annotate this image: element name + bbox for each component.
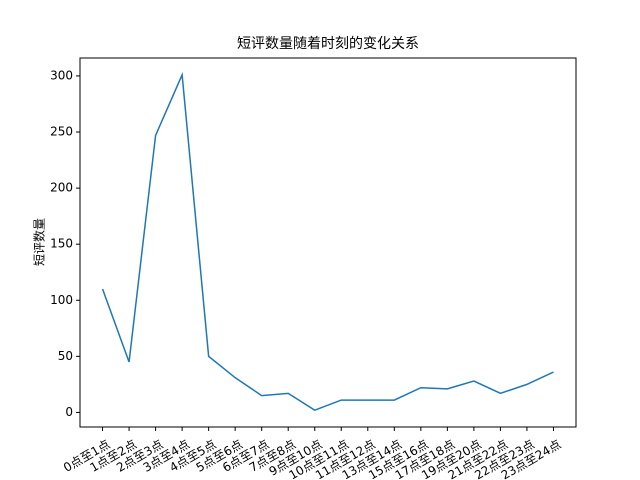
chart-title: 短评数量随着时刻的变化关系 <box>237 36 419 52</box>
plot-frame <box>79 57 577 428</box>
y-tick-label: 0 <box>65 405 73 419</box>
line <box>101 71 554 412</box>
y-tick-label: 50 <box>58 349 73 363</box>
y-axis-label: 短评数量 <box>32 218 47 266</box>
y-tick-label: 150 <box>50 237 73 251</box>
y-tick-label: 100 <box>50 293 73 307</box>
y-tick-label: 200 <box>50 181 73 195</box>
y-tick-label: 300 <box>50 68 73 82</box>
y-tick-label: 250 <box>50 125 73 139</box>
